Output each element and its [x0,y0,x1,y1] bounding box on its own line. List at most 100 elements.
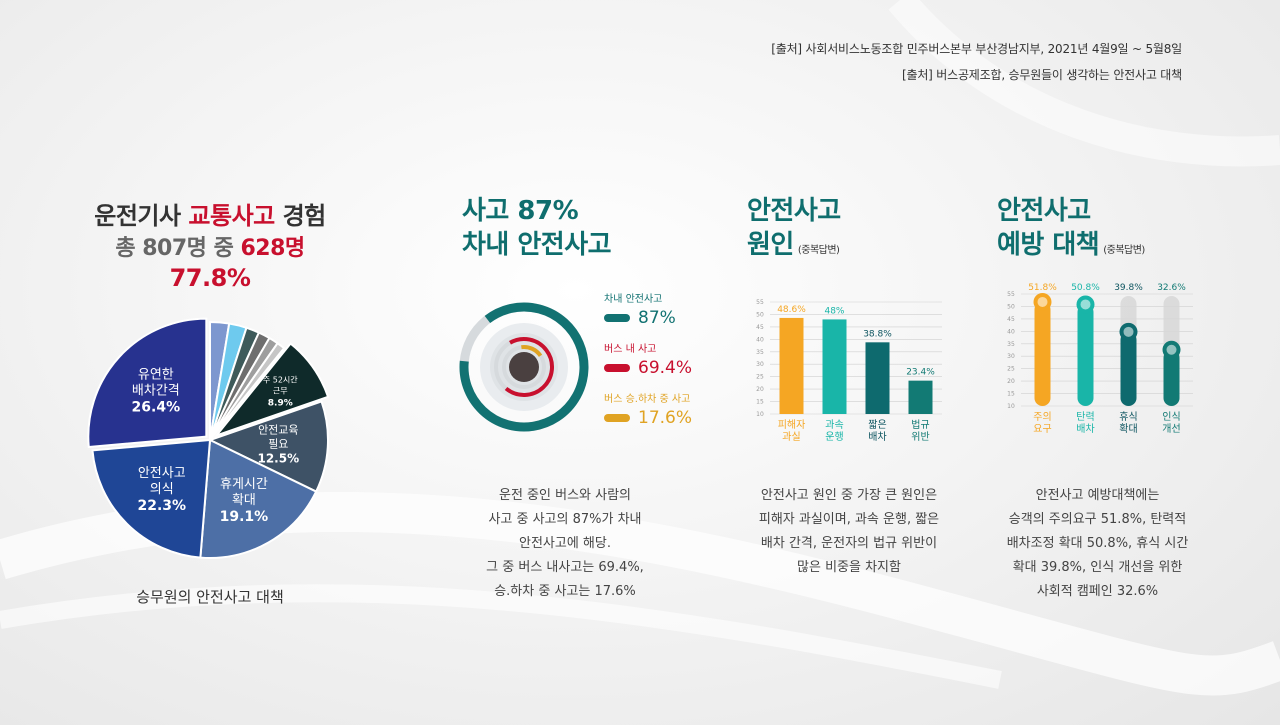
pie-slice [91,438,212,559]
pie-subtitle-highlight: 628명 [240,236,305,261]
x-category-label: 짧은 [868,419,886,431]
section3-title-line2: 원인 [747,230,794,260]
y-tick-label: 25 [1007,366,1015,373]
pie-slice [213,342,330,438]
pie-title-post: 경험 [274,202,327,230]
pie-slice [87,317,208,449]
donut-legend-1: 차내 안전사고 87% [604,290,676,328]
source-note-1: [출처] 사회서비스노동조합 민주버스본부 부산경남지부, 2021년 4월9일… [771,42,1182,56]
bar-value-label: 48.6% [777,305,806,315]
description-line: 운전 중인 버스와 사람의 [499,488,631,503]
donut-arc [521,345,543,358]
y-tick-label: 15 [1007,391,1015,398]
x-category-label: 법규 [911,419,929,431]
pie-slice [207,400,329,493]
description-line: 안전사고 예방대책에는 [1035,488,1160,503]
bar [865,342,890,414]
legend-value: 17.6% [638,408,693,428]
description-line: 피해자 과실이며, 과속 운행, 짧은 [758,512,940,527]
lollipop-stem [1120,331,1137,406]
bar [779,317,804,414]
bar-value-label: 23.4% [906,368,935,378]
pie-slice-value: 8.9% [268,398,293,408]
pie-slice-label: 필요 [268,438,288,451]
x-category-label: 배차 [868,431,886,443]
y-tick-label: 45 [756,324,764,331]
description-line: 사회적 캠페인 32.6% [1036,584,1159,599]
pie-slice-label: 근무 [273,386,288,395]
lollipop-head-highlight [1080,299,1091,310]
y-tick-label: 50 [756,311,764,318]
section4-title-line1: 안전사고 [997,196,1091,226]
x-category-label: 과실 [782,431,800,443]
pie-title-highlight: 교통사고 [188,202,275,230]
lollipop-head-highlight [1037,296,1048,307]
y-tick-label: 10 [756,411,764,418]
y-tick-label: 30 [756,361,764,368]
y-tick-label: 35 [1007,341,1015,348]
pie-slice-label: 주 52시간 [263,374,298,384]
bar [822,319,847,414]
y-tick-label: 25 [756,374,764,381]
lollipop-value-label: 51.8% [1028,283,1057,293]
section2-title-line1: 사고 87% [462,196,579,226]
y-tick-label: 20 [756,386,764,393]
section4-description: 안전사고 예방대책에는 승객의 주의요구 51.8%, 탄력적 배차조정 확대 50… [990,484,1205,604]
description-line: 승객의 주의요구 51.8%, 탄력적 [1008,512,1187,527]
description-line: 안전사고에 해당. [519,536,611,551]
y-tick-label: 50 [1007,303,1015,310]
legend-label: 버스 내 사고 [604,344,657,355]
pie-slice-value: 19.1% [220,509,269,525]
section4-title-line2: 예방 대책 [997,230,1100,260]
donut-chart [459,302,589,432]
description-line: 승.하차 중 사고는 17.6% [494,584,636,599]
pie-slice-label: 안전교육 [258,424,298,437]
pie-slice-value: 22.3% [137,498,186,514]
donut-legend-3: 버스 승.하차 중 사고 17.6% [604,390,692,428]
y-tick-label: 20 [1007,378,1015,385]
pie-slice-label: 안전사고 [138,466,186,481]
y-tick-label: 30 [1007,353,1015,360]
x-category-label: 과속 [825,419,843,431]
description-line: 안전사고 원인 중 가장 큰 원인은 [760,488,938,503]
description-line: 그 중 버스 내사고는 69.4%, [486,560,644,575]
legend-label: 버스 승.하차 중 사고 [604,394,691,405]
pie-percent: 77.8% [169,264,251,292]
section3-note: (중복답변) [797,245,840,256]
x-category-label: 피해자 [778,418,806,431]
legend-value: 69.4% [638,358,693,378]
section4-note: (중복답변) [1103,245,1145,256]
x-category-label: 확대 [1119,423,1137,435]
legend-swatch [604,414,630,422]
description-line: 확대 39.8%, 인식 개선을 위한 [1012,560,1183,575]
x-category-label: 운행 [825,431,843,443]
lollipop-stem [1034,301,1051,406]
bar-value-label: 48% [824,306,844,316]
lollipop-stem [1077,304,1094,406]
y-tick-label: 40 [1007,328,1015,335]
pie-slice-label: 유연한 [138,368,174,383]
x-category-label: 위반 [911,430,929,443]
y-tick-label: 10 [1007,403,1015,410]
y-tick-label: 45 [1007,316,1015,323]
source-note-2: [출처] 버스공제조합, 승무원들이 생각하는 안전사고 대책 [902,68,1182,82]
donut-legend-2: 버스 내 사고 69.4% [604,340,692,378]
section2-title-line2: 차내 안전사고 [462,230,612,260]
pie-slice-value: 12.5% [257,452,299,466]
legend-label: 차내 안전사고 [604,294,663,305]
description-line: 사고 중 사고의 87%가 차내 [488,512,642,527]
pie-title-pre: 운전기사 [94,202,189,230]
y-tick-label: 40 [756,336,764,343]
pie-slice [199,438,318,559]
description-line: 배차 간격, 운전자의 법규 위반이 [760,536,938,551]
bar [908,380,933,414]
section3-title-line1: 안전사고 [747,196,841,226]
legend-swatch [604,364,630,372]
